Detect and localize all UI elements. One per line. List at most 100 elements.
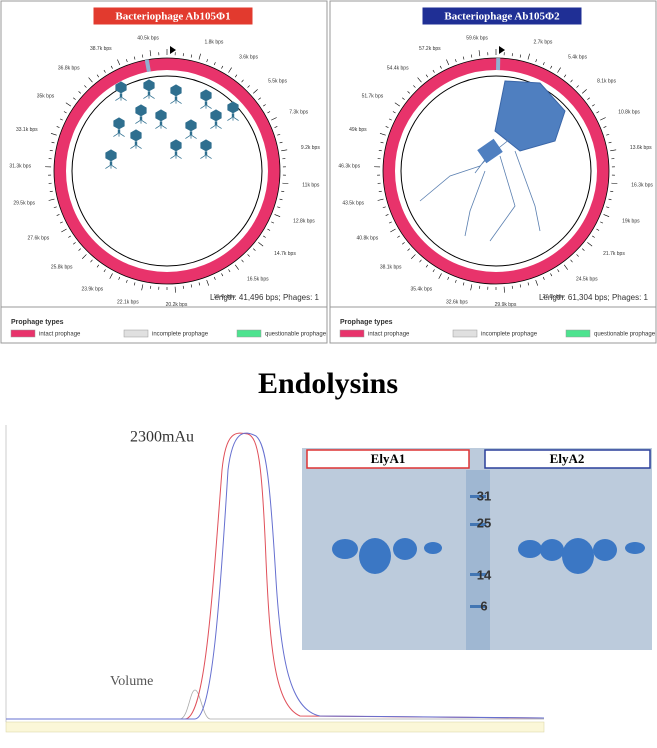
ring-tick (386, 214, 389, 215)
ring-tick (271, 222, 274, 223)
lane-label: ElyA1 (371, 451, 406, 466)
ring-tick (550, 273, 551, 276)
ring-tick (463, 57, 464, 60)
ring-tick (57, 214, 60, 215)
ring-tick (418, 78, 422, 83)
ring-tick (119, 277, 120, 280)
ring-tick (73, 98, 75, 100)
ring-tick (57, 126, 60, 127)
ring-tick (228, 68, 231, 73)
ring-tick (433, 70, 435, 73)
ring-tick (520, 55, 521, 58)
ring-tick (381, 142, 384, 143)
ring-tick (235, 75, 237, 77)
tick-label: 54.4k bps (387, 66, 409, 72)
ring-tick (51, 133, 57, 135)
ring-tick (557, 269, 559, 272)
tick-label: 23.9k bps (81, 287, 103, 293)
tick-label: 12.8k bps (293, 219, 315, 225)
tick-label: 29.5k bps (13, 201, 35, 207)
ring-tick (253, 89, 257, 93)
tick-label: 22.1k bps (117, 299, 139, 305)
tick-label: 33.1k bps (16, 127, 38, 133)
ring-tick (402, 98, 404, 100)
ring-tick (426, 75, 428, 77)
ring-tick (110, 273, 113, 278)
legend-swatch (566, 330, 590, 337)
ring-tick (191, 284, 192, 287)
ring-tick (267, 112, 270, 114)
ring-tick (520, 284, 521, 287)
ring-tick (389, 119, 392, 120)
ring-tick (64, 112, 67, 114)
legend-swatch (340, 330, 364, 337)
ring-tick (79, 249, 81, 251)
tick-label: 35.4k bps (410, 287, 432, 293)
ring-tick (253, 249, 255, 251)
ring-tick (214, 277, 215, 280)
tick-label: 24.5k bps (576, 277, 598, 283)
ring-tick (379, 150, 382, 151)
tick-label: 5.5k bps (268, 79, 287, 85)
length-text: Length: 41,496 bps; Phages: 1 (210, 293, 320, 302)
ring-tick (235, 265, 239, 270)
ring-tick (84, 85, 86, 87)
tick-label: 40.5k bps (137, 36, 159, 42)
ring-tick (609, 142, 612, 143)
ring-tick (600, 118, 605, 121)
ring-tick (50, 150, 53, 151)
ring-tick (61, 229, 66, 232)
tick-label: 25.8k bps (51, 265, 73, 271)
ring-tick (275, 214, 281, 216)
marker-label: 31 (477, 488, 491, 503)
ring-tick (564, 265, 568, 270)
ring-tick (426, 265, 428, 267)
ring-tick (104, 70, 106, 73)
ring-tick (134, 283, 135, 286)
ring-tick (191, 55, 192, 58)
ring-tick (471, 55, 472, 58)
ring-tick (536, 280, 538, 286)
ring-tick (528, 54, 530, 60)
ring-tick (582, 249, 584, 251)
tick-label: 46.3k bps (338, 164, 360, 170)
ring-tick (380, 133, 386, 135)
ring-tick (258, 98, 260, 100)
ring-tick (408, 91, 410, 93)
tick-label: 36.8k bps (58, 66, 80, 72)
ring-tick (50, 191, 53, 192)
legend-swatch (124, 330, 148, 337)
ring-tick (448, 277, 449, 280)
ring-tick (97, 75, 99, 77)
ring-tick (411, 254, 415, 258)
ring-tick (126, 59, 127, 62)
tick-label: 7.3k bps (289, 110, 308, 116)
ring-tick (104, 269, 106, 272)
tick-label: 32.6k bps (446, 299, 468, 305)
ring-tick (60, 119, 63, 120)
ring-tick (277, 207, 280, 208)
tick-label: 57.2k bps (419, 46, 441, 52)
ring-tick (557, 68, 560, 73)
ring-tick (397, 236, 399, 238)
ring-tick (596, 112, 599, 114)
ring-tick (592, 236, 594, 238)
tick-label: 38.1k bps (380, 265, 402, 271)
tick-label: 10.8k bps (618, 110, 640, 116)
tick-label: 27.6k bps (28, 235, 50, 241)
ring-tick (379, 191, 382, 192)
ring-tick (228, 269, 230, 272)
ring-tick (413, 85, 415, 87)
ring-tick (536, 59, 537, 62)
panel-title: Bacteriophage Ab105Φ2 (444, 11, 560, 23)
ring-tick (564, 75, 566, 77)
ring-tick (221, 66, 222, 69)
ring-tick (68, 236, 70, 238)
ring-tick (606, 134, 609, 135)
legend-item: questionable prophage (594, 332, 656, 338)
legend-item: incomplete prophage (481, 332, 538, 338)
ring-tick (543, 277, 544, 280)
legend-swatch (11, 330, 35, 337)
tick-label: 59.6k bps (466, 36, 488, 42)
ring-tick (280, 142, 283, 143)
